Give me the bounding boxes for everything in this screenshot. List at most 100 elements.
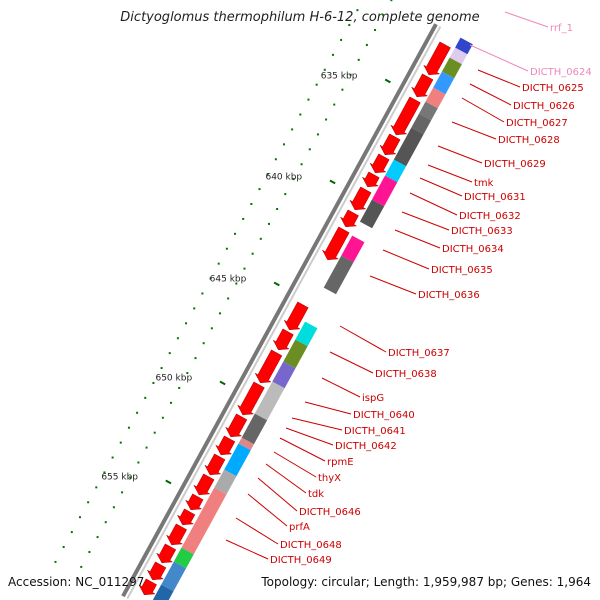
label-leader (304, 401, 352, 415)
label-leader (291, 417, 343, 431)
gc-dot (137, 461, 140, 464)
gene-label: DICTH_0632 (459, 211, 521, 222)
cds-arrow (369, 153, 390, 174)
cds-arrow (225, 413, 248, 438)
gc-dot (161, 416, 164, 419)
gene-label: DICTH_0637 (388, 348, 450, 359)
backbone-outer (121, 23, 438, 598)
cog-block (153, 584, 174, 600)
cog-block (419, 101, 438, 121)
cog-block (323, 255, 354, 295)
cog-block (425, 87, 446, 109)
label-leader (477, 69, 521, 88)
gc-dot (349, 73, 352, 76)
cog-block (441, 57, 462, 79)
gc-dot (112, 506, 115, 509)
gc-dot (323, 68, 326, 71)
cog-track (152, 37, 473, 600)
gc-dot (178, 386, 181, 389)
gc-dot (291, 128, 294, 131)
cog-block (455, 37, 473, 55)
cds-arrow (146, 561, 167, 581)
gc-dot (307, 98, 310, 101)
gc-dot (217, 262, 220, 265)
cds-arrow (321, 226, 350, 261)
gene-label: tdk (308, 489, 324, 500)
gc-dot (62, 546, 65, 549)
label-leader (461, 97, 505, 123)
cds-arrow (411, 73, 434, 98)
label-leaders (225, 11, 549, 560)
gc-dot (242, 217, 245, 220)
gene-label: DICTH_0649 (270, 555, 332, 566)
label-leader (225, 539, 269, 560)
cog-block (411, 113, 432, 135)
gc-dot (325, 118, 328, 121)
gene-label: ispG (362, 393, 384, 404)
gene-label: DICTH_0624 (530, 67, 592, 78)
gc-dot (119, 441, 122, 444)
gene-label: DICTH_0628 (498, 135, 560, 146)
gc-dot (333, 103, 336, 106)
gc-dot (300, 163, 303, 166)
cog-block (224, 443, 251, 477)
gene-label: DICTH_0629 (484, 159, 546, 170)
gene-label: rrf_1 (550, 23, 573, 34)
gc-dot (153, 431, 156, 434)
gene-label: DICTH_0642 (335, 441, 397, 452)
kbp-tick (219, 380, 226, 386)
gene-label: DICTH_0625 (522, 83, 584, 94)
gc-dot (356, 9, 359, 12)
gc-dot (194, 357, 197, 360)
label-leader (504, 11, 549, 28)
gene-label: DICTH_0627 (506, 118, 568, 129)
gc-dot (316, 133, 319, 136)
gc-dot (308, 148, 311, 151)
gc-dot (274, 158, 277, 161)
gc-dot (70, 531, 73, 534)
label-leader (235, 517, 279, 545)
gc-dot (95, 486, 98, 489)
label-leader (409, 192, 458, 216)
cog-block (371, 175, 398, 207)
gene-label: DICTH_0631 (464, 192, 526, 203)
gc-dot (78, 516, 81, 519)
kbp-tick (165, 479, 172, 485)
cds-arrow (283, 301, 309, 331)
gc-dot (390, 0, 393, 2)
gene-label: DICTH_0634 (442, 244, 504, 255)
gc-dot (103, 471, 106, 474)
gene-label: DICTH_0641 (344, 426, 406, 437)
gene-label: DICTH_0635 (431, 265, 493, 276)
cds-arrow (379, 133, 401, 156)
gc-dot (176, 337, 179, 340)
gc-dot (218, 312, 221, 315)
cds-arrow (339, 209, 359, 228)
label-leader (419, 177, 463, 197)
kbp-tick (273, 281, 280, 287)
cog-block (173, 547, 194, 569)
label-leader (279, 437, 326, 462)
cds-arrow (215, 435, 236, 456)
label-leader (369, 275, 417, 295)
cog-block (295, 321, 318, 347)
gc-dot (88, 550, 91, 553)
cds-arrow (361, 171, 380, 188)
kbp-ticks: 635 kbp 640 kbp 645 kbp 650 kbp 655 kbp (101, 71, 391, 485)
gene-label: DICTH_0636 (418, 290, 480, 301)
gc-dot (225, 247, 228, 250)
accession-text: Accession: NC_011297 (8, 575, 145, 589)
cds-arrow (254, 349, 283, 384)
cog-block (283, 339, 308, 369)
cds-arrow (185, 493, 204, 511)
gc-dot (282, 143, 285, 146)
cds-arrow (349, 186, 372, 211)
gc-dot (127, 426, 130, 429)
label-leader (469, 44, 529, 72)
label-leader (451, 121, 497, 140)
gene-label: prfA (289, 522, 310, 533)
kbp-tick (384, 78, 391, 84)
gc-dot (111, 456, 114, 459)
cog-block (238, 437, 254, 451)
gc-dot (201, 292, 204, 295)
